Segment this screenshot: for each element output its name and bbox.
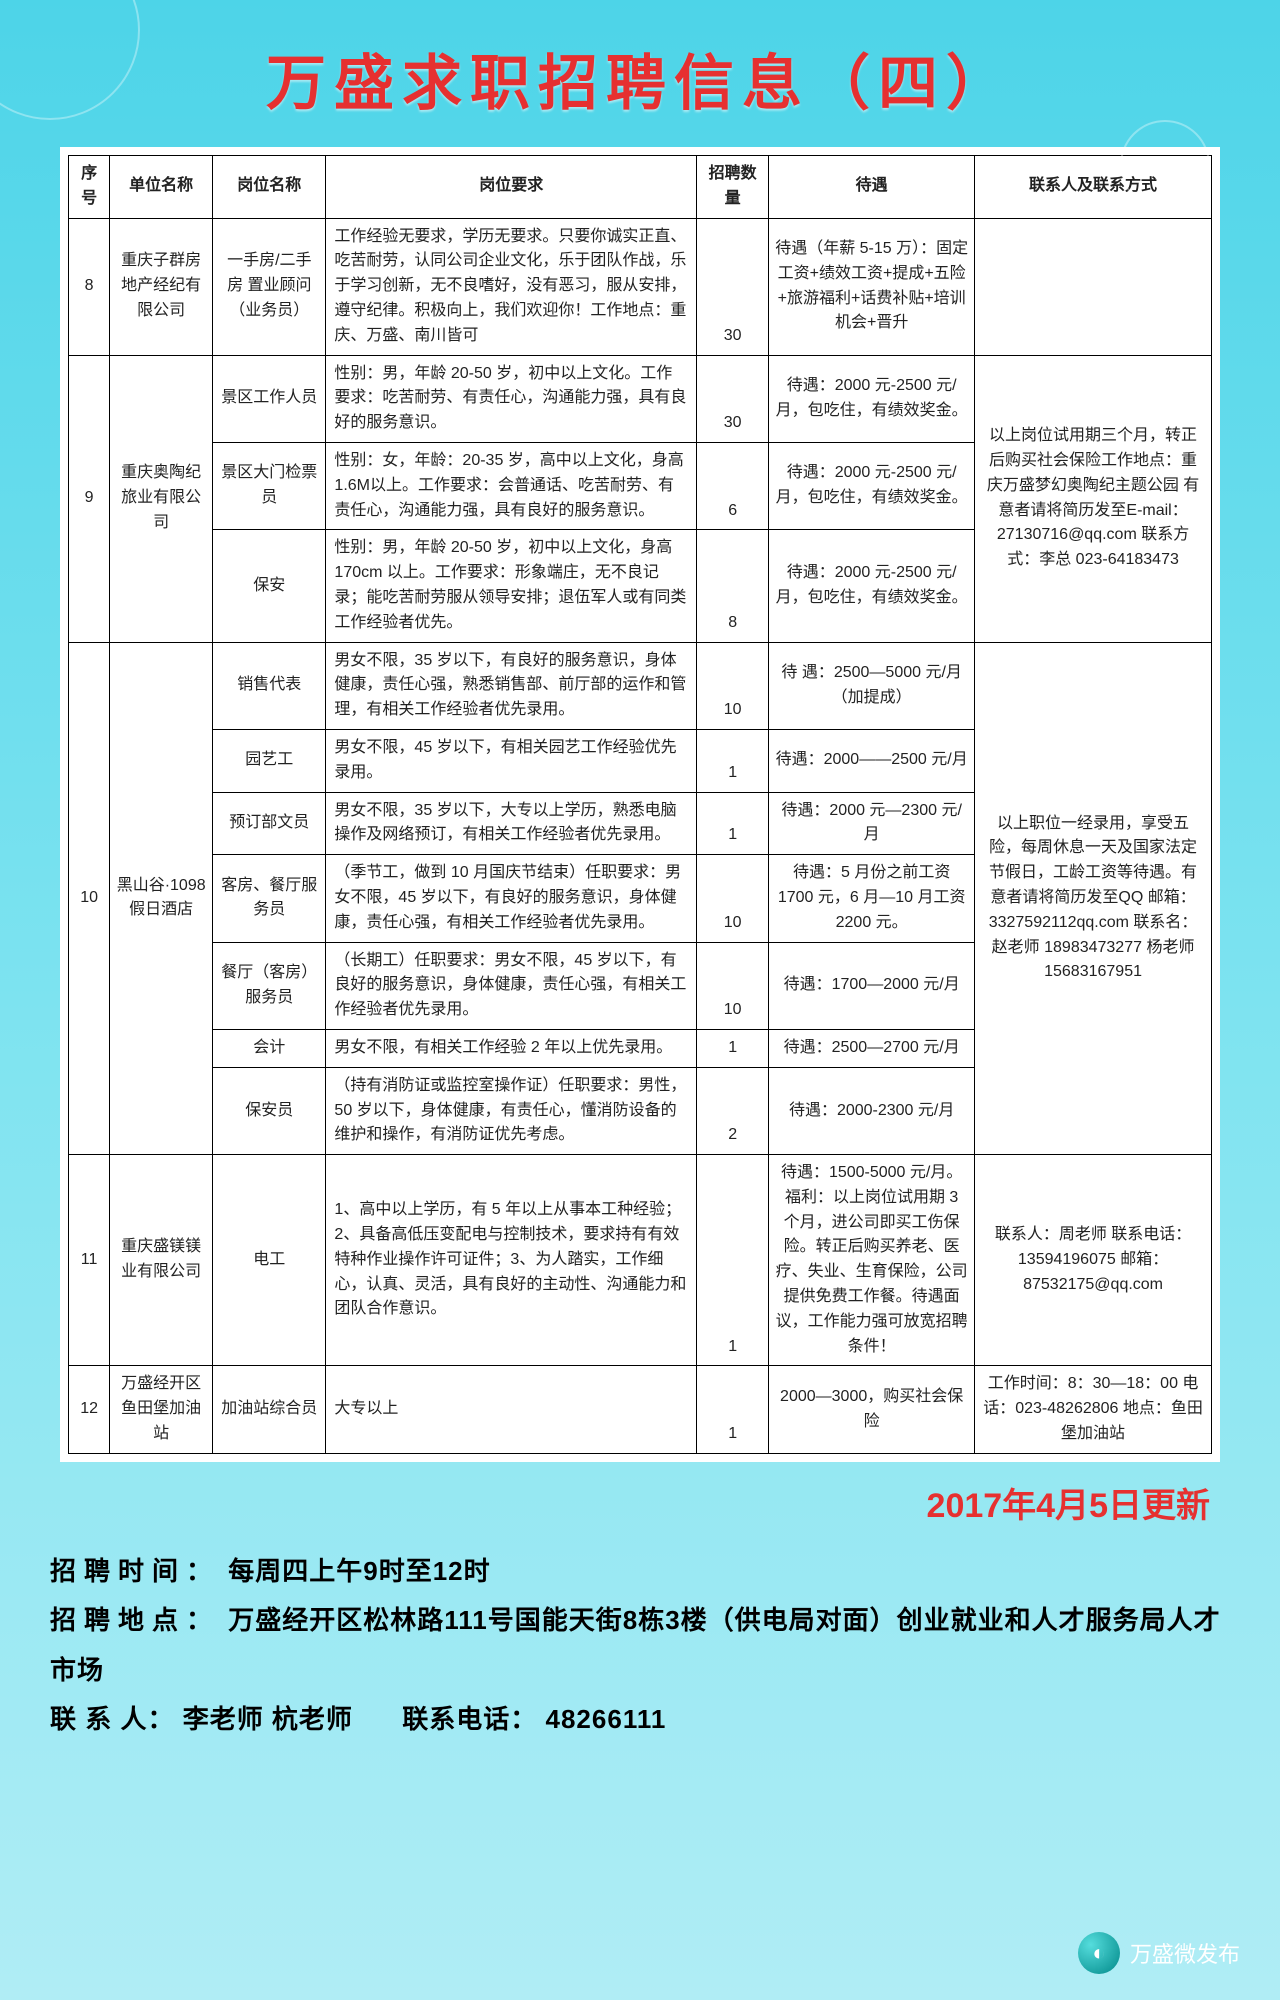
col-unit: 单位名称	[110, 156, 213, 219]
cell-requirement: （持有消防证或监控室操作证）任职要求：男性，50 岁以下，身体健康，有责任心，懂…	[326, 1067, 697, 1154]
cell-quantity: 10	[697, 942, 769, 1029]
contact-value: 李老师 杭老师	[183, 1704, 353, 1734]
cell-unit: 万盛经开区鱼田堡加油站	[110, 1366, 213, 1453]
cell-requirement: 男女不限，35 岁以下，大专以上学历，熟悉电脑操作及网络预订，有相关工作经验者优…	[326, 792, 697, 855]
cell-contact	[975, 218, 1212, 355]
source-text: 万盛微发布	[1130, 1937, 1240, 1969]
table-row: 8重庆子群房地产经纪有限公司一手房/二手房 置业顾问（业务员）工作经验无要求，学…	[69, 218, 1212, 355]
cell-seq: 8	[69, 218, 110, 355]
col-seq: 序号	[69, 156, 110, 219]
addr-value: 万盛经开区松林路111号国能天街8栋3楼（供电局对面）创业就业和人才服务局人才市…	[50, 1605, 1221, 1684]
col-contact: 联系人及联系方式	[975, 156, 1212, 219]
cell-position: 销售代表	[213, 642, 326, 729]
cell-requirement: 大专以上	[326, 1366, 697, 1453]
job-table: 序号 单位名称 岗位名称 岗位要求 招聘数量 待遇 联系人及联系方式 8重庆子群…	[68, 155, 1212, 1454]
col-qty: 招聘数量	[697, 156, 769, 219]
cell-position: 预订部文员	[213, 792, 326, 855]
cell-quantity: 30	[697, 355, 769, 442]
table-row: 9重庆奥陶纪旅业有限公司景区工作人员性别：男，年龄 20-50 岁，初中以上文化…	[69, 355, 1212, 442]
cell-position: 加油站综合员	[213, 1366, 326, 1453]
cell-position: 园艺工	[213, 729, 326, 792]
cell-contact: 联系人：周老师 联系电话：13594196075 邮箱：87532175@qq.…	[975, 1155, 1212, 1366]
cell-quantity: 1	[697, 729, 769, 792]
time-value: 每周四上午9时至12时	[228, 1556, 490, 1586]
col-req: 岗位要求	[326, 156, 697, 219]
cell-pay: 待遇：2000 元-2500 元/月，包吃住，有绩效奖金。	[769, 355, 975, 442]
addr-label: 招聘地点：	[50, 1605, 220, 1635]
cell-quantity: 8	[697, 530, 769, 642]
cell-unit: 重庆奥陶纪旅业有限公司	[110, 355, 213, 642]
cell-requirement: 性别：女，年龄：20-35 岁，高中以上文化，身高 1.6M以上。工作要求：会普…	[326, 442, 697, 529]
cell-requirement: 性别：男，年龄 20-50 岁，初中以上文化。工作要求：吃苦耐劳、有责任心，沟通…	[326, 355, 697, 442]
cell-requirement: 工作经验无要求，学历无要求。只要你诚实正直、吃苦耐劳，认同公司企业文化，乐于团队…	[326, 218, 697, 355]
cell-requirement: 男女不限，35 岁以下，有良好的服务意识，身体健康，责任心强，熟悉销售部、前厅部…	[326, 642, 697, 729]
cell-quantity: 1	[697, 1366, 769, 1453]
cell-quantity: 1	[697, 1155, 769, 1366]
cell-requirement: 1、高中以上学历，有 5 年以上从事本工种经验；2、具备高低压变配电与控制技术，…	[326, 1155, 697, 1366]
cell-pay: 待遇：2000 元-2500 元/月，包吃住，有绩效奖金。	[769, 530, 975, 642]
job-table-container: 序号 单位名称 岗位名称 岗位要求 招聘数量 待遇 联系人及联系方式 8重庆子群…	[60, 147, 1220, 1462]
cell-pay: 2000—3000，购买社会保险	[769, 1366, 975, 1453]
cell-seq: 9	[69, 355, 110, 642]
cell-quantity: 10	[697, 855, 769, 942]
cell-pay: 待遇：1500-5000 元/月。福利：以上岗位试用期 3 个月，进公司即买工伤…	[769, 1155, 975, 1366]
cell-unit: 黑山谷·1098假日酒店	[110, 642, 213, 1155]
phone-value: 48266111	[546, 1704, 667, 1734]
cell-pay: 待 遇：2500—5000 元/月（加提成）	[769, 642, 975, 729]
cell-pay: 待遇（年薪 5-15 万）：固定工资+绩效工资+提成+五险+旅游福利+话费补贴+…	[769, 218, 975, 355]
source-badge: ◐ 万盛微发布	[1078, 1932, 1240, 1974]
table-row: 12万盛经开区鱼田堡加油站加油站综合员大专以上12000—3000，购买社会保险…	[69, 1366, 1212, 1453]
table-row: 11重庆盛镁镁业有限公司电工1、高中以上学历，有 5 年以上从事本工种经验；2、…	[69, 1155, 1212, 1366]
cell-quantity: 1	[697, 1029, 769, 1067]
update-date: 2017年4月5日更新	[0, 1462, 1280, 1537]
time-label: 招聘时间：	[50, 1556, 220, 1586]
cell-quantity: 1	[697, 792, 769, 855]
cell-pay: 待遇：5 月份之前工资 1700 元，6 月—10 月工资 2200 元。	[769, 855, 975, 942]
cell-position: 景区工作人员	[213, 355, 326, 442]
contact-label: 联 系 人：	[50, 1704, 174, 1734]
cell-position: 餐厅（客房）服务员	[213, 942, 326, 1029]
cell-pay: 待遇：2500—2700 元/月	[769, 1029, 975, 1067]
cell-quantity: 2	[697, 1067, 769, 1154]
cell-seq: 12	[69, 1366, 110, 1453]
cell-requirement: 男女不限，45 岁以下，有相关园艺工作经验优先录用。	[326, 729, 697, 792]
col-pay: 待遇	[769, 156, 975, 219]
page-title: 万盛求职招聘信息（四）	[0, 0, 1280, 147]
cell-requirement: （季节工，做到 10 月国庆节结束）任职要求：男女不限，45 岁以下，有良好的服…	[326, 855, 697, 942]
cell-pay: 待遇：2000 元—2300 元/月	[769, 792, 975, 855]
cell-pay: 待遇：2000-2300 元/月	[769, 1067, 975, 1154]
table-header-row: 序号 单位名称 岗位名称 岗位要求 招聘数量 待遇 联系人及联系方式	[69, 156, 1212, 219]
cell-position: 电工	[213, 1155, 326, 1366]
cell-quantity: 10	[697, 642, 769, 729]
cell-unit: 重庆盛镁镁业有限公司	[110, 1155, 213, 1366]
col-pos: 岗位名称	[213, 156, 326, 219]
cell-contact: 工作时间：8：30—18：00 电话：023-48262806 地点：鱼田堡加油…	[975, 1366, 1212, 1453]
cell-requirement: 性别：男，年龄 20-50 岁，初中以上文化，身高 170cm 以上。工作要求：…	[326, 530, 697, 642]
phone-label: 联系电话：	[402, 1704, 537, 1734]
cell-unit: 重庆子群房地产经纪有限公司	[110, 218, 213, 355]
cell-position: 景区大门检票员	[213, 442, 326, 529]
cell-pay: 待遇：2000 元-2500 元/月，包吃住，有绩效奖金。	[769, 442, 975, 529]
cell-seq: 11	[69, 1155, 110, 1366]
cell-requirement: （长期工）任职要求：男女不限，45 岁以下，有良好的服务意识，身体健康，责任心强…	[326, 942, 697, 1029]
cell-position: 保安	[213, 530, 326, 642]
cell-contact: 以上岗位试用期三个月，转正后购买社会保险工作地点：重庆万盛梦幻奥陶纪主题公园 有…	[975, 355, 1212, 642]
cell-position: 会计	[213, 1029, 326, 1067]
cell-contact: 以上职位一经录用，享受五险，每周休息一天及国家法定节假日，工龄工资等待遇。有意者…	[975, 642, 1212, 1155]
cell-position: 一手房/二手房 置业顾问（业务员）	[213, 218, 326, 355]
cell-pay: 待遇：1700—2000 元/月	[769, 942, 975, 1029]
cell-quantity: 6	[697, 442, 769, 529]
wechat-logo-icon: ◐	[1078, 1932, 1120, 1974]
cell-position: 客房、餐厅服务员	[213, 855, 326, 942]
table-row: 10黑山谷·1098假日酒店销售代表男女不限，35 岁以下，有良好的服务意识，身…	[69, 642, 1212, 729]
cell-seq: 10	[69, 642, 110, 1155]
footer-info: 招聘时间： 每周四上午9时至12时 招聘地点： 万盛经开区松林路111号国能天街…	[0, 1537, 1280, 1745]
cell-position: 保安员	[213, 1067, 326, 1154]
cell-requirement: 男女不限，有相关工作经验 2 年以上优先录用。	[326, 1029, 697, 1067]
cell-pay: 待遇：2000——2500 元/月	[769, 729, 975, 792]
cell-quantity: 30	[697, 218, 769, 355]
